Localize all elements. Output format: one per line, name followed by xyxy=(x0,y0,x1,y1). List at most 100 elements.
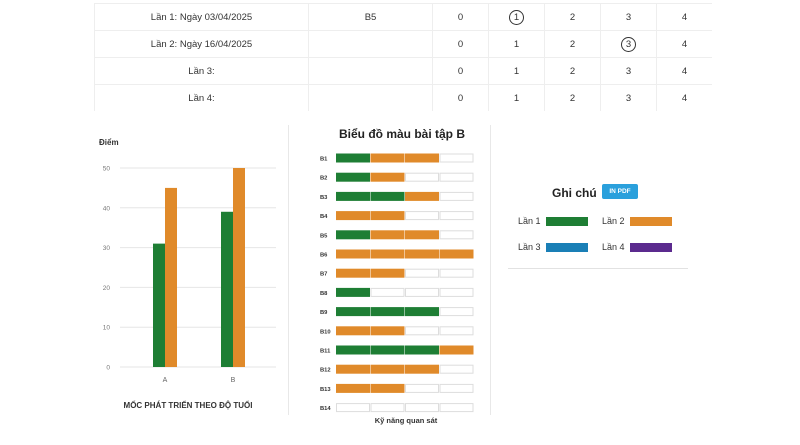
segment-orange xyxy=(336,268,370,278)
segment-orange xyxy=(370,249,405,259)
segment-empty xyxy=(405,287,439,297)
score-value: 4 xyxy=(681,65,688,77)
segment-orange xyxy=(336,249,370,259)
attempt-exercise xyxy=(308,84,433,111)
score-option[interactable]: 3 xyxy=(600,84,657,111)
legend-label: Lần 1 xyxy=(518,216,541,226)
score-option[interactable]: 1 xyxy=(488,30,545,58)
attempt-row: Lần 1: Ngày 03/04/2025 B5 0 1 2 3 4 xyxy=(94,3,712,31)
score-option[interactable]: 2 xyxy=(544,3,601,31)
segment-orange xyxy=(370,326,405,336)
attempt-row: Lần 2: Ngày 16/04/2025 0 1 2 3 4 xyxy=(94,30,712,58)
score-option[interactable]: 4 xyxy=(656,84,712,111)
legend-swatch xyxy=(546,243,588,252)
row-label: B13 xyxy=(320,387,331,393)
score-option[interactable]: 2 xyxy=(544,84,601,111)
segment-empty xyxy=(439,326,474,336)
score-value: 1 xyxy=(513,38,520,50)
attempt-row: Lần 4: 0 1 2 3 4 xyxy=(94,84,712,111)
development-bar-chart: Điểm 0 10 20 30 40 50 A B MỐC PHÁT TRIỂN THEO ĐỘ … xyxy=(99,138,276,410)
divider-line xyxy=(490,125,491,415)
segment-empty xyxy=(405,172,439,182)
segment-empty xyxy=(336,403,370,413)
segment-green xyxy=(370,191,405,201)
score-value: 2 xyxy=(569,11,576,23)
score-option[interactable]: 2 xyxy=(544,30,601,58)
attempt-exercise xyxy=(308,30,433,58)
divider-line xyxy=(288,125,289,415)
row-label: B3 xyxy=(320,195,328,201)
score-option[interactable]: 4 xyxy=(656,57,712,85)
selected-score: 3 xyxy=(621,36,636,52)
score-value: 2 xyxy=(569,92,576,104)
score-value: 2 xyxy=(569,38,576,50)
x-tick-label: B xyxy=(231,377,236,384)
score-option[interactable]: 3 xyxy=(600,57,657,85)
row-label: B2 xyxy=(320,176,327,182)
segment-orange xyxy=(405,230,439,240)
row-label: B4 xyxy=(320,214,328,220)
score-value: 0 xyxy=(457,65,464,77)
segment-empty xyxy=(439,230,474,240)
segment-empty xyxy=(370,287,405,297)
score-option[interactable]: 1 xyxy=(488,57,545,85)
legend-label: Lần 2 xyxy=(602,216,625,226)
row-label: B8 xyxy=(320,291,328,297)
segment-empty xyxy=(405,383,439,393)
chart-title: Biểu đồ màu bài tập B xyxy=(339,127,465,141)
score-option[interactable]: 1 xyxy=(488,3,545,31)
row-label: B14 xyxy=(320,406,331,412)
y-tick-label: 30 xyxy=(103,245,111,252)
score-value: 1 xyxy=(513,92,520,104)
bar-B-2 xyxy=(233,168,245,367)
score-value: 4 xyxy=(681,38,688,50)
score-value: 0 xyxy=(457,38,464,50)
x-tick-label: A xyxy=(163,377,168,384)
row-label: B9 xyxy=(320,310,328,316)
score-option[interactable]: 3 xyxy=(600,30,657,58)
segment-orange xyxy=(405,364,439,374)
attempt-label: Lần 3: xyxy=(94,57,309,85)
score-option[interactable]: 4 xyxy=(656,30,712,58)
segment-green xyxy=(370,307,405,317)
score-option[interactable]: 0 xyxy=(432,3,489,31)
segment-green xyxy=(336,153,370,163)
segment-green xyxy=(336,345,370,355)
score-option[interactable]: 0 xyxy=(432,30,489,58)
segment-orange xyxy=(370,383,405,393)
print-pdf-button[interactable]: IN PDF xyxy=(602,184,638,199)
row-label: B7 xyxy=(320,272,327,278)
score-option[interactable]: 3 xyxy=(600,3,657,31)
segment-empty xyxy=(439,383,474,393)
y-axis-label: Điểm xyxy=(99,138,119,147)
segment-orange xyxy=(336,383,370,393)
segment-empty xyxy=(405,326,439,336)
score-option[interactable]: 0 xyxy=(432,57,489,85)
attempt-exercise xyxy=(308,57,433,85)
score-option[interactable]: 2 xyxy=(544,57,601,85)
score-option[interactable]: 4 xyxy=(656,3,712,31)
segment-empty xyxy=(439,211,474,221)
segment-orange xyxy=(336,364,370,374)
score-value: 0 xyxy=(457,11,464,23)
score-option[interactable]: 0 xyxy=(432,84,489,111)
segment-empty xyxy=(439,287,474,297)
row-label: B6 xyxy=(320,253,328,259)
score-option[interactable]: 1 xyxy=(488,84,545,111)
score-value: 2 xyxy=(569,65,576,77)
segment-empty xyxy=(439,191,474,201)
bar-A-1 xyxy=(153,243,165,367)
selected-score: 1 xyxy=(509,9,524,25)
segment-orange xyxy=(370,153,405,163)
legend-label: Lần 4 xyxy=(602,242,625,252)
segment-empty xyxy=(439,307,474,317)
attempts-body: Lần 1: Ngày 03/04/2025 B5 0 1 2 3 4 Lần 2: Ngày… xyxy=(94,3,712,111)
y-tick-label: 20 xyxy=(103,285,111,292)
segment-green xyxy=(336,307,370,317)
legend-swatch xyxy=(630,217,672,226)
row-label: B10 xyxy=(320,329,331,335)
segment-green xyxy=(336,230,370,240)
attempt-label: Lần 2: Ngày 16/04/2025 xyxy=(94,30,309,58)
y-tick-label: 10 xyxy=(103,325,111,332)
segment-empty xyxy=(405,403,439,413)
